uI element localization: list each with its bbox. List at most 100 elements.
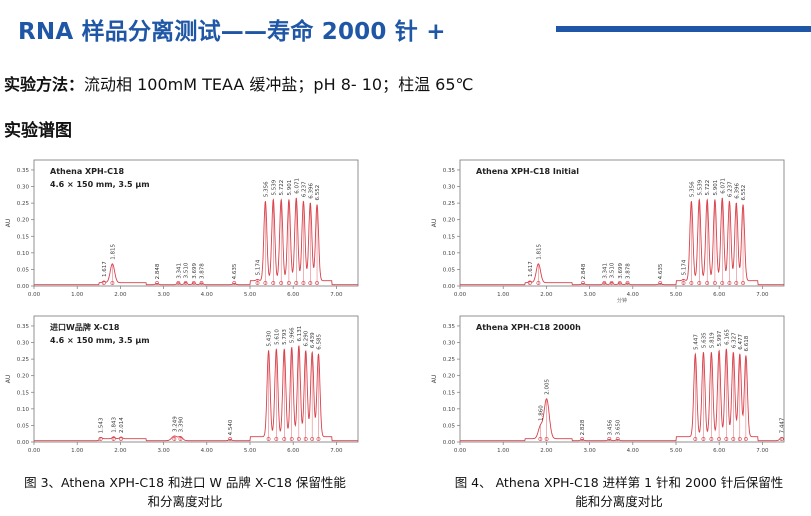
peak-marker — [743, 437, 748, 441]
peak-marker — [697, 281, 702, 285]
x-tick-label: 3.00 — [583, 292, 596, 298]
peak-label: 5.174 — [682, 259, 688, 275]
peak-label: 3.390 — [178, 416, 184, 432]
peak-marker — [296, 437, 301, 441]
x-tick-label: 7.00 — [330, 292, 343, 298]
peak-label: 3.249 — [172, 416, 178, 432]
peak-marker — [119, 437, 123, 441]
y-tick-label: 0.15 — [17, 234, 30, 240]
x-tick-label: 6.00 — [287, 448, 300, 454]
peak-marker — [720, 281, 725, 285]
chart-subtitle: 4.6 × 150 mm, 3.5 μm — [50, 336, 150, 345]
peak-label: 1.543 — [99, 417, 105, 433]
peak-label: 6.290 — [304, 330, 310, 346]
peak-label: 3.510 — [610, 262, 616, 278]
x-tick-label: 3.00 — [157, 292, 170, 298]
peak-label: 2.828 — [580, 419, 586, 435]
peak-marker — [737, 437, 742, 441]
peak-label: 6.396 — [308, 183, 314, 199]
method-line: 实验方法：流动相 100mM TEAA 缓冲盐；pH 8- 10；柱温 65℃ — [4, 71, 474, 95]
peak-label: 3.510 — [184, 262, 190, 278]
peak-marker — [301, 281, 306, 285]
peak-marker — [279, 281, 284, 285]
chart-title: Athena XPH-C18 — [50, 167, 125, 176]
x-tick-label: 1.00 — [71, 448, 84, 454]
x-tick-label: 1.00 — [71, 292, 84, 298]
peak-marker — [274, 437, 279, 441]
method-label: 实验方法： — [4, 75, 85, 94]
y-axis-label: AU — [5, 375, 12, 384]
y-tick-label: 0.00 — [443, 440, 456, 446]
peak-marker — [609, 281, 614, 285]
peak-label: 6.396 — [734, 183, 740, 199]
peak-marker — [176, 281, 181, 285]
x-tick-label: 5.00 — [670, 448, 683, 454]
chromatogram-trace — [34, 197, 358, 286]
peak-marker — [191, 281, 196, 285]
title-accent-bar — [556, 26, 811, 32]
y-tick-label: 0.20 — [443, 374, 456, 380]
peak-marker — [199, 281, 204, 285]
x-tick-label: 2.00 — [540, 448, 553, 454]
caption-line: 和分离度对比 — [147, 494, 223, 509]
x-tick-label: 4.00 — [201, 292, 214, 298]
peak-marker — [155, 281, 159, 285]
peak-marker — [717, 437, 721, 441]
peak-marker — [289, 437, 294, 441]
y-tick-label: 0.25 — [443, 201, 456, 207]
plot-frame — [459, 315, 785, 443]
peak-label: 6.477 — [738, 334, 744, 350]
peak-marker — [741, 281, 745, 285]
peak-marker — [255, 281, 260, 285]
peak-label: 2.014 — [119, 417, 125, 433]
peak-label: 1.617 — [528, 261, 534, 277]
peak-marker — [731, 437, 736, 441]
peak-marker — [617, 281, 622, 285]
caption-line: 图 3、Athena XPH-C18 和进口 W 品牌 X-C18 保留性能 — [24, 475, 346, 490]
peak-marker — [701, 437, 706, 441]
y-tick-label: 0.30 — [17, 341, 30, 347]
x-tick-label: 2.00 — [114, 448, 127, 454]
chart-title: 进口W品牌 X-C18 — [50, 322, 120, 332]
peak-marker — [713, 281, 717, 285]
x-tick-label: 7.00 — [756, 448, 769, 454]
x-tick-label: 4.00 — [627, 292, 640, 298]
x-tick-label: 6.00 — [713, 292, 726, 298]
peak-label: 5.997 — [717, 330, 723, 346]
figure-4-caption: 图 4、 Athena XPH-C18 进样第 1 针和 2000 针后保留性 … — [432, 473, 806, 511]
caption-line: 图 4、 Athena XPH-C18 进样第 1 针和 2000 针后保留性 — [454, 475, 784, 490]
peak-label: 1.815 — [110, 244, 116, 260]
peak-label: 5.447 — [693, 334, 699, 350]
y-tick-label: 0.25 — [17, 357, 30, 363]
peak-marker — [538, 437, 543, 441]
x-tick-label: 6.00 — [287, 292, 300, 298]
peak-label: 6.071 — [294, 178, 300, 194]
peak-label: 6.131 — [297, 326, 303, 342]
peak-marker — [316, 437, 321, 441]
peak-label: 5.356 — [263, 181, 269, 197]
peak-label: 5.635 — [701, 332, 707, 348]
y-tick-label: 0.05 — [443, 423, 456, 429]
peak-marker — [693, 437, 698, 441]
peak-marker — [263, 281, 268, 285]
x-tick-label: 5.00 — [670, 292, 683, 298]
chart-title: Athena XPH-C18 2000h — [476, 323, 581, 332]
y-tick-label: 0.15 — [443, 234, 456, 240]
y-tick-label: 0.10 — [17, 407, 30, 413]
chart-subtitle: 4.6 × 150 mm, 3.5 μm — [50, 180, 150, 189]
chromatogram-trace — [460, 348, 785, 442]
peak-label: 3.878 — [200, 263, 206, 279]
peak-marker — [101, 281, 106, 285]
peak-label: 3.341 — [176, 263, 182, 279]
peak-marker — [271, 281, 276, 285]
peak-label: 6.327 — [731, 332, 737, 348]
peak-label: 2.848 — [581, 263, 587, 279]
peak-marker — [172, 437, 177, 441]
peak-marker — [625, 281, 630, 285]
peak-label: 3.699 — [618, 262, 624, 278]
peak-label: 1.843 — [112, 416, 118, 432]
peak-marker — [266, 437, 271, 441]
peak-label: 2.005 — [545, 378, 551, 394]
y-tick-label: 0.35 — [17, 168, 30, 174]
peak-marker — [607, 437, 612, 441]
